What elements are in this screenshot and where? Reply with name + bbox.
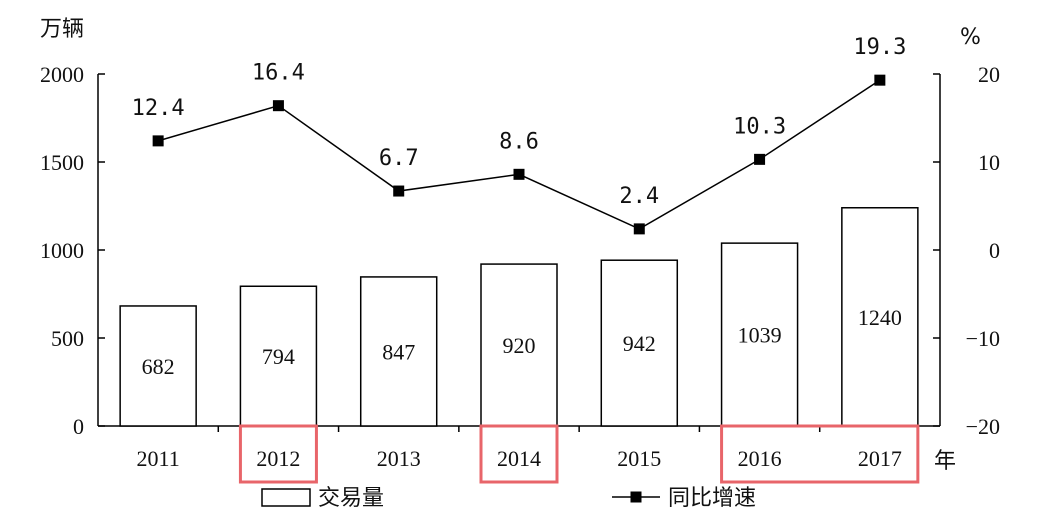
bar bbox=[359, 276, 438, 427]
bar-value-label: 682 bbox=[142, 354, 175, 379]
growth-point-label: 16.4 bbox=[252, 61, 305, 86]
y-right-tick-label: 20 bbox=[978, 62, 1000, 87]
legend-swatch-bar bbox=[261, 488, 311, 507]
growth-point-label: 8.6 bbox=[499, 129, 539, 154]
y-left-unit: 万辆 bbox=[40, 17, 84, 42]
bar bbox=[119, 305, 197, 427]
growth-point-label: 10.3 bbox=[733, 114, 786, 139]
y-left-tick-label: 1000 bbox=[40, 238, 84, 263]
bar bbox=[600, 259, 679, 427]
bar-value-label: 920 bbox=[503, 333, 536, 358]
growth-point bbox=[754, 153, 766, 165]
y-right-tick-label: 0 bbox=[989, 238, 1000, 263]
y-right-tick-label: 10 bbox=[978, 150, 1000, 175]
growth-point-label: 2.4 bbox=[619, 184, 659, 209]
growth-line-path bbox=[157, 79, 881, 230]
bar-value-label: 1240 bbox=[858, 305, 902, 330]
legend-label-bar: 交易量 bbox=[318, 486, 384, 511]
growth-point bbox=[152, 135, 164, 147]
growth-point-label: 6.7 bbox=[379, 146, 419, 171]
legend-swatch-marker bbox=[630, 491, 642, 503]
bar bbox=[720, 242, 799, 427]
x-tick-label: 2016 bbox=[738, 446, 782, 471]
y-left-tick-label: 500 bbox=[51, 326, 84, 351]
growth-point bbox=[633, 223, 645, 235]
x-tick-label: 2017 bbox=[858, 446, 902, 471]
growth-point-label: 12.4 bbox=[132, 96, 185, 121]
y-right-tick-label: −20 bbox=[966, 414, 1000, 439]
y-left-tick-label: 0 bbox=[73, 414, 84, 439]
growth-point bbox=[513, 168, 525, 180]
y-left-tick-label: 2000 bbox=[40, 62, 84, 87]
growth-line: 12.4 16.4 6.7 8.6 2.4 10.3 19.3 bbox=[132, 35, 906, 235]
x-tick-label: 2014 bbox=[497, 446, 541, 471]
growth-point-label: 19.3 bbox=[853, 35, 906, 60]
x-tick-label: 2012 bbox=[256, 446, 300, 471]
growth-point bbox=[272, 100, 284, 112]
axes: 0 500 1000 1500 2000 −20 −10 0 10 20 万辆 % 年 2011 2012 2… bbox=[40, 17, 1000, 474]
x-tick-label: 2013 bbox=[377, 446, 421, 471]
growth-point bbox=[393, 185, 405, 197]
highlight-box bbox=[479, 424, 559, 484]
legend: 交易量 同比增速 bbox=[261, 486, 756, 511]
x-tick-label: 2011 bbox=[137, 446, 180, 471]
highlight-box bbox=[238, 424, 318, 484]
bar bbox=[480, 263, 558, 427]
legend-label-line: 同比增速 bbox=[668, 486, 756, 511]
y-right-unit: % bbox=[960, 25, 981, 50]
highlight-box bbox=[720, 424, 920, 484]
bar bbox=[841, 207, 919, 427]
bar-value-label: 794 bbox=[262, 344, 295, 369]
bar-value-label: 1039 bbox=[738, 323, 782, 348]
highlight-boxes bbox=[238, 424, 920, 484]
y-left-tick-label: 1500 bbox=[40, 150, 84, 175]
bar-value-label: 942 bbox=[623, 331, 656, 356]
bar-value-label: 847 bbox=[382, 339, 415, 364]
y-right-tick-label: −10 bbox=[966, 326, 1000, 351]
x-axis-unit: 年 bbox=[934, 449, 956, 474]
bars: 682 794 847 920 942 1039 1240 bbox=[119, 207, 919, 427]
growth-point bbox=[874, 74, 886, 86]
x-tick-label: 2015 bbox=[617, 446, 661, 471]
